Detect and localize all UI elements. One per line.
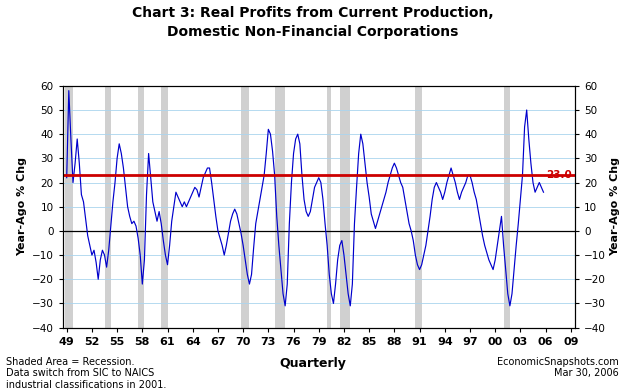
Bar: [340, 86, 350, 328]
Text: Quarterly: Quarterly: [279, 357, 346, 370]
Bar: [64, 86, 73, 328]
Bar: [161, 86, 168, 328]
Text: Domestic Non-Financial Corporations: Domestic Non-Financial Corporations: [167, 25, 458, 39]
Bar: [241, 86, 249, 328]
Text: Chart 3: Real Profits from Current Production,: Chart 3: Real Profits from Current Produ…: [132, 6, 493, 20]
Bar: [504, 86, 510, 328]
Bar: [138, 86, 144, 328]
Text: EconomicSnapshots.com
Mar 30, 2006: EconomicSnapshots.com Mar 30, 2006: [497, 357, 619, 378]
Text: Shaded Area = Recession.
Data switch from SIC to NAICS
industrial classification: Shaded Area = Recession. Data switch fro…: [6, 357, 167, 390]
Bar: [104, 86, 111, 328]
Bar: [327, 86, 331, 328]
Y-axis label: Year-Ago % Chg: Year-Ago % Chg: [610, 157, 620, 256]
Text: 23.0: 23.0: [546, 170, 572, 180]
Y-axis label: Year-Ago % Chg: Year-Ago % Chg: [18, 157, 28, 256]
Bar: [416, 86, 422, 328]
Bar: [274, 86, 285, 328]
